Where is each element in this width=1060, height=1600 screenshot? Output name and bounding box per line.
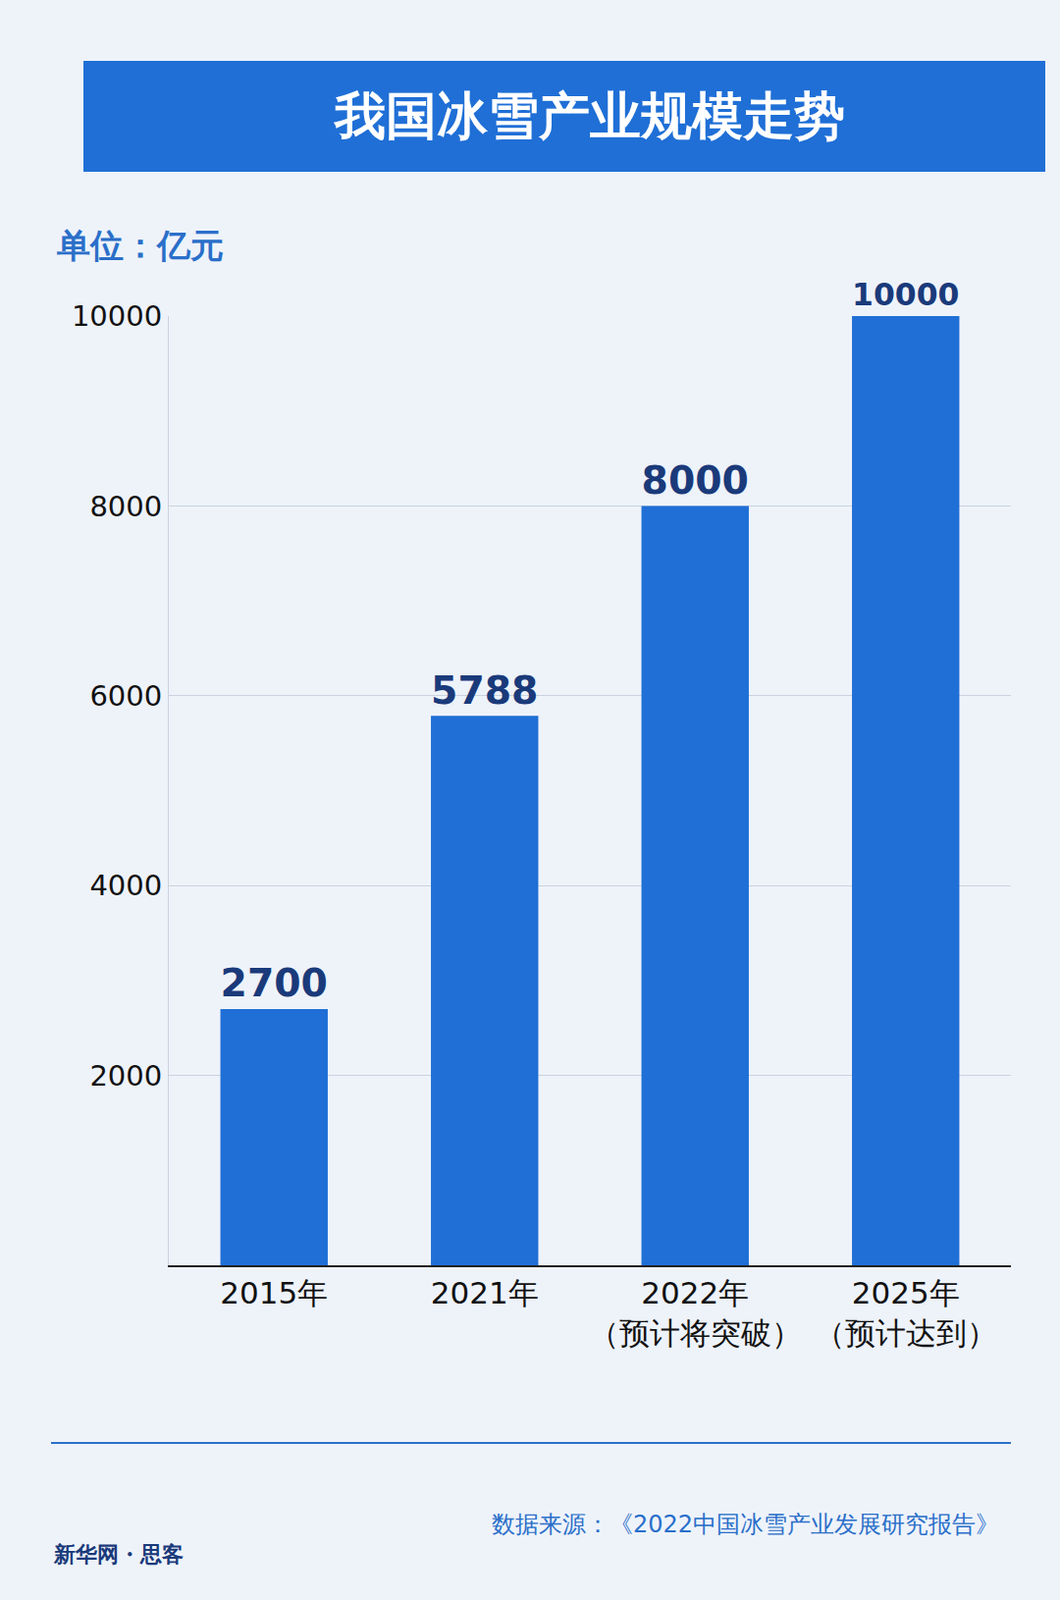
- svg-text:2025年（预计达到）: 2025年（预计达到）: [814, 1274, 998, 1350]
- svg-text:10000: 10000: [71, 299, 162, 333]
- svg-text:2000: 2000: [89, 1059, 162, 1093]
- svg-text:2015年: 2015年: [219, 1274, 328, 1311]
- svg-text:2021年: 2021年: [430, 1274, 539, 1311]
- svg-text:我国冰雪产业规模走势: 我国冰雪产业规模走势: [332, 86, 846, 146]
- svg-text:单位：亿元: 单位：亿元: [55, 225, 224, 265]
- svg-text:新华网・思客: 新华网・思客: [53, 1541, 184, 1567]
- svg-text:数据来源：《2022中国冰雪产业发展研究报告》: 数据来源：《2022中国冰雪产业发展研究报告》: [491, 1510, 1000, 1538]
- svg-text:2700: 2700: [220, 960, 328, 1006]
- svg-text:6000: 6000: [89, 679, 162, 713]
- svg-text:2022年（预计将突破）: 2022年（预计将突破）: [588, 1274, 802, 1350]
- svg-text:5788: 5788: [430, 668, 538, 713]
- svg-text:4000: 4000: [89, 868, 162, 902]
- svg-text:8000: 8000: [641, 458, 749, 503]
- svg-text:10000: 10000: [851, 276, 959, 313]
- svg-text:8000: 8000: [89, 489, 162, 524]
